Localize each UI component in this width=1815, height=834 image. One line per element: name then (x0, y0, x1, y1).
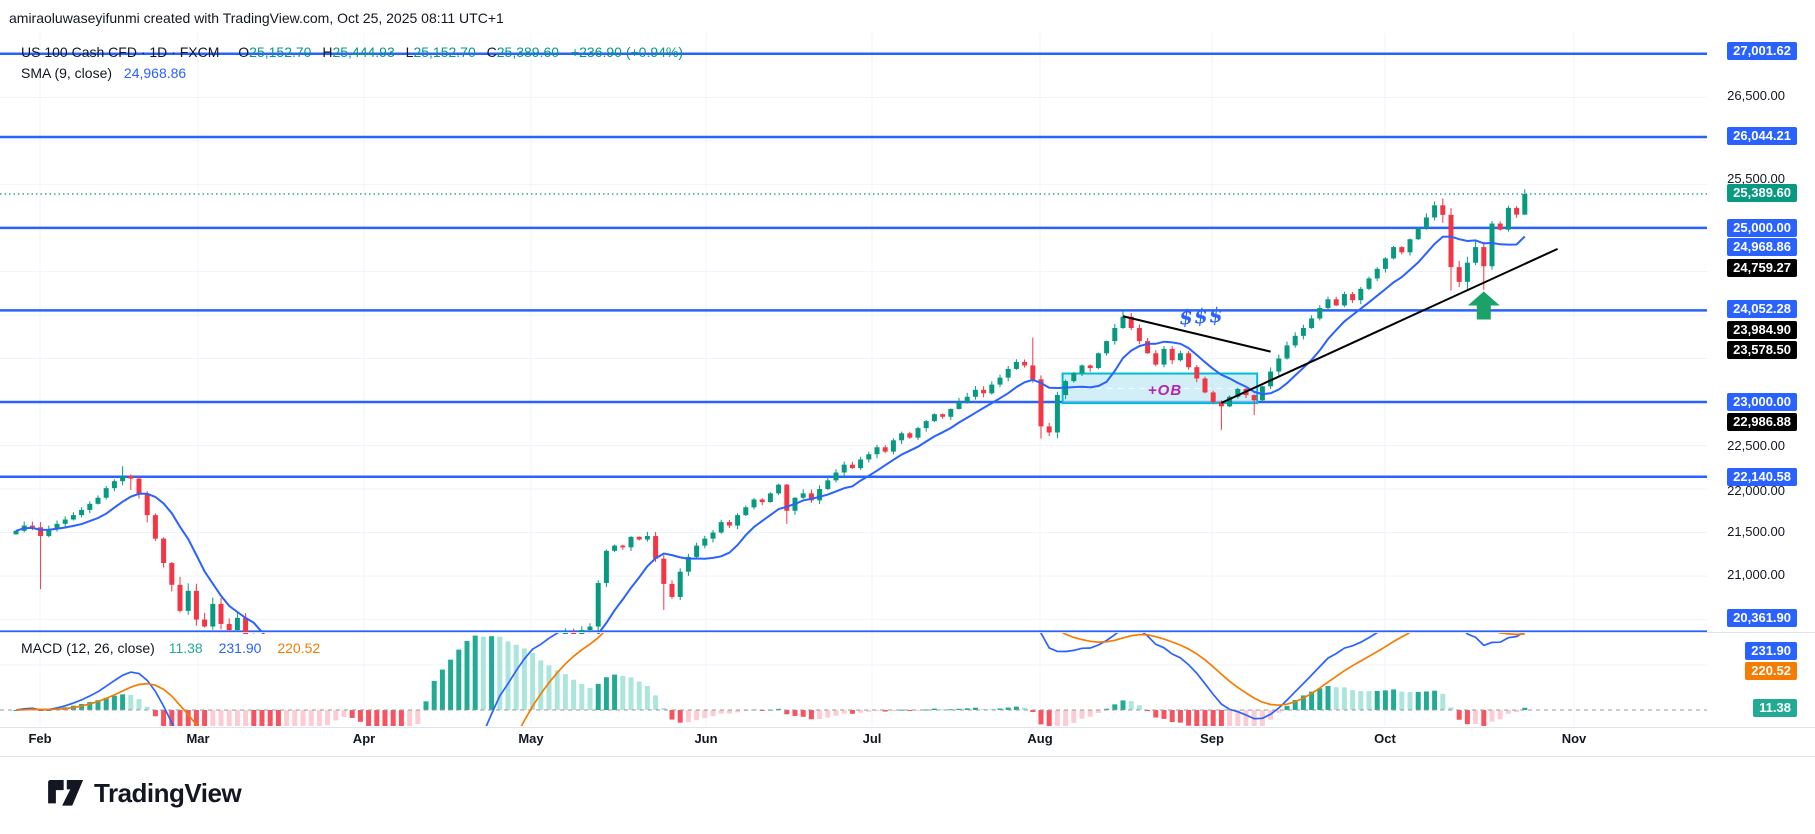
price-scale-label: 26,500.00 (1727, 88, 1785, 103)
price-scale-label: 25,500.00 (1727, 171, 1785, 186)
month-label-feb: Feb (28, 731, 52, 746)
month-label-apr: Apr (352, 731, 376, 746)
tradingview-logo[interactable]: TradingView (48, 778, 242, 809)
symbol-legend-row[interactable]: US 100 Cash CFD · 1D · FXCM O25,152.70 H… (21, 44, 683, 60)
price-scale-label: 21,000.00 (1727, 567, 1785, 582)
price-scale-label: 21,500.00 (1727, 524, 1785, 539)
macd-title: MACD (12, 26, close) (21, 640, 155, 656)
time-axis-border (0, 727, 1815, 728)
price-scale-label: 22,140.58 (1727, 468, 1797, 486)
horizontal-level-lines[interactable] (0, 52, 1707, 633)
price-scale-label: 23,578.50 (1727, 341, 1797, 359)
sma-line[interactable] (15, 235, 1526, 834)
price-scale-label: 24,052.28 (1727, 300, 1797, 318)
sma-legend-row[interactable]: SMA (9, close) 24,968.86 (21, 65, 186, 81)
descending-trendline[interactable] (1122, 315, 1271, 353)
chart-bottom-border (0, 756, 1815, 757)
tradingview-wordmark: TradingView (94, 778, 242, 808)
month-label-aug: Aug (1027, 731, 1053, 746)
order-block-box[interactable] (1061, 372, 1259, 405)
attribution-text: amiraoluwaseyifunmi created with Trading… (9, 10, 504, 26)
month-label-jul: Jul (862, 731, 882, 746)
pane-divider[interactable] (0, 632, 1815, 633)
ascending-trendline[interactable] (1220, 247, 1559, 404)
order-block-annotation[interactable]: +OB (1147, 381, 1183, 399)
month-label-oct: Oct (1374, 731, 1396, 746)
month-label-may: May (518, 731, 544, 746)
close-value: 25,389.60 (496, 44, 560, 60)
price-scale-label: 22,000.00 (1727, 483, 1785, 498)
price-scale-label: 23,000.00 (1727, 393, 1797, 411)
tradingview-logo-icon (48, 779, 84, 806)
macd-legend-row[interactable]: MACD (12, 26, close) 11.38 231.90 220.52 (21, 640, 320, 656)
macd-line-value: 231.90 (218, 640, 262, 656)
arrow-up-marker[interactable] (1467, 291, 1500, 320)
month-label-nov: Nov (1561, 731, 1587, 746)
symbol-title: US 100 Cash CFD · 1D · FXCM (21, 44, 220, 60)
price-scale-label: 24,759.27 (1727, 259, 1797, 277)
high-key: H (322, 44, 333, 60)
price-scale-label: 23,984.90 (1727, 321, 1797, 339)
macd-scale-label: 220.52 (1745, 662, 1797, 680)
sma-title: SMA (9, close) (21, 65, 113, 81)
sma-value: 24,968.86 (123, 65, 187, 81)
price-scale-label: 22,986.88 (1727, 413, 1797, 431)
change-value: +236.90 (+0.94%) (570, 44, 684, 60)
macd-hist-value: 11.38 (168, 640, 203, 656)
open-key: O (238, 44, 250, 60)
price-scale-label: 24,968.86 (1727, 238, 1797, 256)
price-scale-label: 25,389.60 (1727, 184, 1797, 202)
month-label-sep: Sep (1200, 731, 1224, 746)
close-key: C (486, 44, 497, 60)
price-scale-label: 26,044.21 (1727, 127, 1797, 145)
low-value: 25,152.70 (413, 44, 476, 60)
macd-scale-label: 231.90 (1745, 642, 1797, 660)
macd-scale-label: 11.38 (1753, 699, 1797, 717)
price-scale-label: 25,000.00 (1727, 219, 1797, 237)
macd-pane (0, 633, 1707, 726)
low-key: L (405, 44, 414, 60)
open-value: 25,152.70 (249, 44, 312, 60)
price-scale-label: 27,001.62 (1727, 42, 1797, 60)
high-value: 25,444.93 (332, 44, 395, 60)
dollar-annotation[interactable]: $$$ (1177, 302, 1225, 330)
month-label-mar: Mar (186, 731, 210, 746)
candlestick-series (13, 189, 1528, 634)
month-label-jun: Jun (694, 731, 718, 746)
price-scale-label: 20,361.90 (1727, 609, 1797, 627)
price-scale-label: 22,500.00 (1727, 438, 1785, 453)
macd-signal-value: 220.52 (277, 640, 321, 656)
